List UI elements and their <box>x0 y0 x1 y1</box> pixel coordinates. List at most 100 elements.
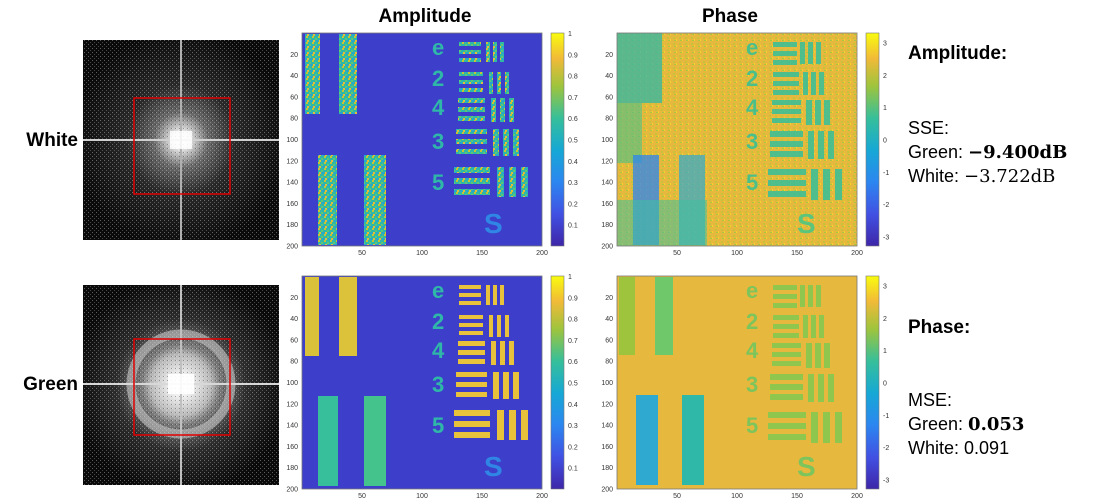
amplitude-white-colorbar-tick: 0.2 <box>568 201 578 208</box>
amplitude-green-colorbar-tick: 0.5 <box>568 381 578 388</box>
phase-white-y-tick: 200 <box>601 244 613 251</box>
phase-green-y-tick: 80 <box>605 359 613 366</box>
phase-white-colorbar-tick: 1 <box>883 105 887 112</box>
phase-white-y-tick: 40 <box>605 73 613 80</box>
phase-white-colorbar-tick: -2 <box>883 202 889 209</box>
amplitude-white-x-tick: 50 <box>358 250 366 257</box>
phase-white-x-tick: 50 <box>673 250 681 257</box>
phase-white-value: 0.091 <box>964 438 1010 458</box>
svg-text:4: 4 <box>746 95 759 120</box>
phase-colorbar-green <box>865 275 880 490</box>
svg-text:5: 5 <box>746 170 758 195</box>
amplitude-white-value: −3.722dB <box>964 166 1056 187</box>
phase-white-x-tick: 100 <box>731 250 743 257</box>
amplitude-white-x-tick: 100 <box>416 250 428 257</box>
svg-text:S: S <box>484 451 503 482</box>
svg-text:4: 4 <box>746 338 759 363</box>
amplitude-white-colorbar-tick: 1 <box>568 31 572 38</box>
phase-metric-name: MSE: <box>908 390 953 410</box>
amplitude-green-colorbar-tick: 0.4 <box>568 402 578 409</box>
phase-green-x-tick: 150 <box>791 493 803 499</box>
amplitude-white-y-tick: 120 <box>286 158 298 165</box>
amplitude-green-y-tick: 200 <box>286 487 298 494</box>
amplitude-green-y-tick: 160 <box>286 444 298 451</box>
svg-text:S: S <box>797 208 816 239</box>
phase-white-y-tick: 60 <box>605 94 613 101</box>
amplitude-green-colorbar-tick: 0.2 <box>568 444 578 451</box>
svg-text:4: 4 <box>432 338 445 363</box>
svg-text:3: 3 <box>432 129 444 154</box>
amplitude-white-colorbar-tick: 0.4 <box>568 159 578 166</box>
amplitude-white-x-tick: 200 <box>536 250 548 257</box>
phase-white-y-tick: 120 <box>601 158 613 165</box>
svg-text:2: 2 <box>432 66 444 91</box>
svg-text:S: S <box>484 208 503 239</box>
amplitude-white-y-tick: 160 <box>286 201 298 208</box>
phase-white-y-tick: 160 <box>601 201 613 208</box>
amplitude-green-y-tick: 120 <box>286 401 298 408</box>
phase-white-line: White: 0.091 <box>908 436 1009 460</box>
svg-text:3: 3 <box>746 129 758 154</box>
amplitude-white-y-tick: 60 <box>290 94 298 101</box>
phase-green-line: Green: 0.053 <box>908 412 1024 437</box>
phase-green-y-tick: 180 <box>601 465 613 472</box>
svg-text:5: 5 <box>432 413 444 438</box>
amplitude-green-y-tick: 180 <box>286 465 298 472</box>
selection-box <box>133 97 231 195</box>
phase-green-y-tick: 200 <box>601 487 613 494</box>
svg-text:e: e <box>432 278 444 303</box>
svg-text:S: S <box>797 451 816 482</box>
phase-green-colorbar-tick: 3 <box>883 284 887 291</box>
phase-image-white: e 2 4 3 5 S <box>617 33 857 246</box>
phase-metrics-heading: Phase: <box>908 317 971 338</box>
amplitude-white-colorbar-tick: 0.6 <box>568 116 578 123</box>
svg-text:e: e <box>432 35 444 60</box>
amplitude-green-y-tick: 100 <box>286 380 298 387</box>
amplitude-green-colorbar-tick: 0.1 <box>568 466 578 473</box>
amplitude-green-y-tick: 80 <box>290 359 298 366</box>
amplitude-green-y-tick: 40 <box>290 316 298 323</box>
amplitude-white-y-tick: 140 <box>286 180 298 187</box>
amplitude-green-colorbar-tick: 1 <box>568 274 572 281</box>
phase-green-x-tick: 50 <box>673 493 681 499</box>
amplitude-white-line: White: −3.722dB <box>908 164 1055 189</box>
amplitude-white-colorbar-tick: 0.8 <box>568 74 578 81</box>
phase-green-x-tick: 100 <box>731 493 743 499</box>
phase-green-y-tick: 100 <box>601 380 613 387</box>
amplitude-green-colorbar-tick: 0.7 <box>568 338 578 345</box>
selection-box <box>133 338 231 436</box>
svg-text:2: 2 <box>746 309 758 334</box>
svg-text:e: e <box>746 35 758 60</box>
row-label-white: White <box>26 130 78 151</box>
phase-white-colorbar-tick: 0 <box>883 138 887 145</box>
amplitude-white-colorbar-tick: 0.7 <box>568 95 578 102</box>
svg-text:3: 3 <box>432 372 444 397</box>
phase-white-colorbar-tick: -1 <box>883 170 889 177</box>
svg-text:4: 4 <box>432 95 445 120</box>
amplitude-white-colorbar-tick: 0.9 <box>568 52 578 59</box>
phase-green-x-tick: 200 <box>851 493 863 499</box>
phase-green-y-tick: 120 <box>601 401 613 408</box>
amplitude-green-line: Green: −9.400dB <box>908 140 1067 165</box>
amplitude-green-x-tick: 100 <box>416 493 428 499</box>
amplitude-green-x-tick: 200 <box>536 493 548 499</box>
svg-text:5: 5 <box>432 170 444 195</box>
amplitude-white-y-tick: 20 <box>290 52 298 59</box>
phase-white-y-tick: 140 <box>601 180 613 187</box>
amplitude-white-y-tick: 100 <box>286 137 298 144</box>
phase-green-y-tick: 60 <box>605 337 613 344</box>
amplitude-metric-name: SSE: <box>908 118 950 138</box>
phase-colorbar-white <box>865 32 880 247</box>
phase-green-colorbar-tick: 1 <box>883 348 887 355</box>
amplitude-image-green: e 2 4 3 5 S <box>302 276 542 489</box>
phase-green-colorbar-tick: -3 <box>883 477 889 484</box>
phase-green-y-tick: 140 <box>601 423 613 430</box>
amplitude-white-label: White: <box>908 166 960 186</box>
amplitude-white-x-tick: 150 <box>476 250 488 257</box>
amplitude-green-colorbar-tick: 0.3 <box>568 423 578 430</box>
phase-green-y-tick: 20 <box>605 295 613 302</box>
amplitude-white-y-tick: 40 <box>290 73 298 80</box>
phase-white-y-tick: 20 <box>605 52 613 59</box>
amplitude-image-white: e 2 4 3 5 S <box>302 33 542 246</box>
amplitude-green-y-tick: 20 <box>290 295 298 302</box>
